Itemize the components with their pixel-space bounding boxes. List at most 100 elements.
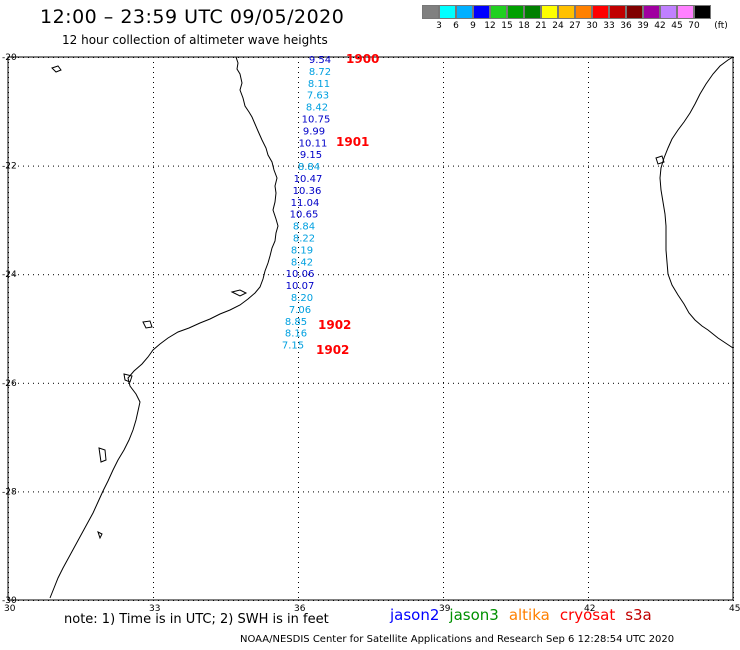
grid-dot [373, 57, 374, 58]
grid-dot [733, 297, 734, 298]
grid-dot [148, 57, 149, 58]
grid-dot [153, 497, 154, 498]
grid-dot [588, 547, 589, 548]
grid-dot [473, 382, 474, 384]
grid-dot [638, 382, 639, 384]
grid-dot [218, 382, 219, 384]
grid-dot [733, 92, 734, 93]
grid-dot [8, 302, 9, 303]
grid-dot [143, 382, 144, 384]
grid-dot [113, 274, 114, 276]
grid-dot [723, 491, 724, 493]
grid-dot [443, 322, 444, 323]
grid-dot [553, 274, 554, 276]
grid-dot [733, 532, 734, 533]
grid-dot [483, 165, 484, 167]
grid-dot [298, 292, 299, 293]
wave-height-value: 10.06 [286, 269, 315, 280]
grid-dot [338, 57, 339, 58]
grid-dot [573, 57, 574, 58]
grid-dot [443, 422, 444, 423]
grid-dot [193, 600, 194, 601]
grid-dot [723, 382, 724, 384]
grid-dot [463, 274, 464, 276]
grid-dot [248, 274, 249, 276]
grid-dot [648, 382, 649, 384]
grid-dot [588, 382, 589, 383]
grid-dot [58, 382, 59, 384]
grid-dot [153, 600, 154, 601]
grid-dot [698, 382, 699, 384]
grid-dot [373, 165, 374, 167]
grid-dot [293, 165, 294, 167]
grid-dot [33, 274, 34, 276]
grid-dot [588, 597, 589, 598]
grid-dot [333, 165, 334, 167]
grid-dot [133, 57, 134, 58]
grid-dot [543, 57, 544, 58]
grid-dot [733, 177, 734, 178]
grid-dot [698, 165, 699, 167]
grid-dot [633, 165, 634, 167]
grid-dot [483, 600, 484, 601]
lat-label: -28 [2, 487, 17, 497]
grid-dot [193, 382, 194, 384]
grid-dot [563, 491, 564, 493]
grid-dot [443, 592, 444, 593]
grid-dot [703, 382, 704, 384]
grid-dot [443, 327, 444, 328]
grid-dot [408, 165, 409, 167]
grid-dot [693, 165, 694, 167]
grid-dot [718, 57, 719, 58]
grid-dot [298, 177, 299, 178]
grid-dot [158, 57, 159, 58]
grid-dot [298, 472, 299, 473]
grid-dot [88, 274, 89, 276]
grid-dot [8, 142, 9, 143]
grid-dot [583, 600, 584, 601]
grid-dot [358, 57, 359, 58]
grid-dot [443, 600, 444, 601]
grid-dot [338, 274, 339, 276]
grid-dot [8, 567, 9, 568]
grid-dot [633, 57, 634, 58]
grid-dot [723, 600, 724, 601]
grid-dot [338, 165, 339, 167]
grid-dot [443, 312, 444, 313]
legend-tick-label: 24 [552, 21, 564, 31]
grid-dot [253, 57, 254, 58]
grid-dot [403, 57, 404, 58]
grid-dot [443, 487, 444, 488]
grid-dot [733, 457, 734, 458]
mission-label: altika [508, 606, 550, 624]
grid-dot [83, 382, 84, 384]
grid-dot [223, 274, 224, 276]
grid-dot [733, 347, 734, 348]
grid-dot [638, 274, 639, 276]
grid-dot [698, 57, 699, 58]
grid-dot [153, 207, 154, 208]
grid-dot [443, 117, 444, 118]
grid-dot [303, 382, 304, 384]
grid-dot [8, 392, 9, 393]
grid-dot [298, 522, 299, 523]
grid-dot [348, 491, 349, 493]
grid-dot [298, 491, 299, 493]
grid-dot [498, 491, 499, 493]
grid-dot [133, 165, 134, 167]
grid-dot [8, 247, 9, 248]
grid-dot [653, 274, 654, 276]
grid-dot [23, 165, 24, 167]
grid-dot [453, 165, 454, 167]
grid-dot [443, 477, 444, 478]
grid-dot [298, 447, 299, 448]
grid-dot [733, 582, 734, 583]
grid-dot [443, 532, 444, 533]
grid-dot [153, 417, 154, 418]
grid-dot [163, 274, 164, 276]
grid-dot [443, 337, 444, 338]
grid-dot [698, 600, 699, 601]
grid-dot [153, 397, 154, 398]
grid-dot [498, 57, 499, 58]
grid-dot [118, 600, 119, 601]
